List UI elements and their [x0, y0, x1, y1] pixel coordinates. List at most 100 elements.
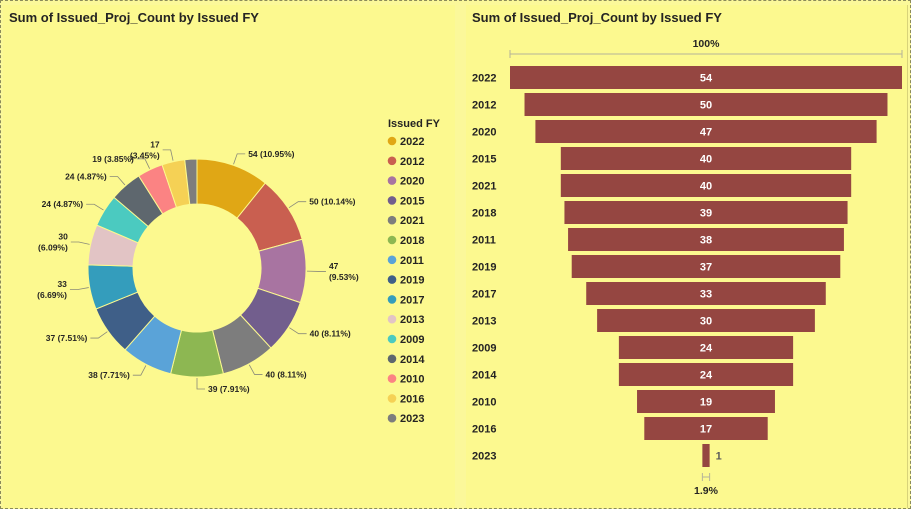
legend-marker-2021[interactable]	[387, 215, 397, 225]
legend-item-2017[interactable]: 2017	[400, 294, 424, 306]
funnel-bar-2020[interactable]	[535, 120, 877, 143]
funnel-bar-2017[interactable]	[586, 282, 826, 305]
funnel-value-label: 38	[700, 235, 712, 247]
legend-marker-2020[interactable]	[387, 176, 397, 185]
legend-marker-2012[interactable]	[387, 156, 397, 166]
funnel-category-label: 2021	[472, 181, 496, 193]
funnel-bar-2016[interactable]	[644, 417, 768, 440]
donut-chart-panel[interactable]: Sum of Issued_Proj_Count by Issued FY 54…	[3, 5, 455, 508]
legend-marker-2013[interactable]	[387, 314, 397, 324]
donut-data-label: 37 (7.51%)	[46, 333, 88, 343]
funnel-bar-2013[interactable]	[597, 309, 815, 332]
funnel-top-percent: 100%	[693, 38, 721, 50]
donut-data-label: 30	[58, 232, 68, 242]
legend-marker-2019[interactable]	[387, 275, 397, 284]
funnel-bar-2012[interactable]	[524, 93, 888, 116]
donut-leader-line	[196, 378, 205, 390]
donut-data-label: (6.09%)	[38, 243, 68, 253]
funnel-value-label: 17	[700, 424, 712, 436]
funnel-category-label: 2016	[472, 424, 496, 436]
funnel-value-label: 54	[700, 73, 713, 85]
legend-item-2019[interactable]: 2019	[400, 275, 424, 287]
funnel-bar-2022[interactable]	[510, 66, 902, 89]
legend-marker-2011[interactable]	[387, 255, 397, 265]
funnel-category-label: 2010	[472, 397, 496, 409]
legend-item-2013[interactable]: 2013	[400, 314, 424, 326]
donut-leader-line	[86, 203, 104, 211]
funnel-value-label: 37	[700, 262, 712, 274]
funnel-bar-2015[interactable]	[560, 147, 852, 170]
donut-data-label: 54 (10.95%)	[248, 149, 294, 159]
funnel-bar-2014[interactable]	[618, 363, 794, 386]
legend-item-2020[interactable]: 2020	[400, 176, 424, 188]
donut-data-label: 39 (7.91%)	[208, 384, 250, 394]
funnel-chart-title: Sum of Issued_Proj_Count by Issued FY	[472, 10, 722, 25]
legend-item-2022[interactable]: 2022	[400, 136, 424, 148]
legend-marker-2016[interactable]	[387, 394, 397, 403]
legend-marker-2018[interactable]	[387, 235, 397, 245]
funnel-value-label: 33	[700, 289, 712, 301]
legend-item-2009[interactable]: 2009	[400, 334, 424, 346]
funnel-bottom-percent: 1.9%	[694, 485, 719, 497]
donut-data-label: 24 (4.87%)	[65, 172, 107, 182]
legend-marker-2010[interactable]	[387, 374, 397, 383]
funnel-value-label: 39	[700, 208, 712, 220]
donut-leader-line	[288, 201, 307, 209]
donut-leader-line	[69, 287, 89, 290]
donut-leader-line	[233, 153, 246, 165]
legend-marker-2009[interactable]	[387, 334, 397, 344]
donut-leader-line	[162, 149, 174, 161]
funnel-category-label: 2009	[472, 343, 496, 355]
funnel-value-label: 50	[700, 100, 712, 112]
funnel-value-label: 19	[700, 397, 712, 409]
donut-leader-line	[136, 158, 150, 169]
legend-marker-2023[interactable]	[387, 413, 397, 423]
donut-leader-line	[248, 364, 263, 375]
funnel-bar-2019[interactable]	[571, 255, 841, 278]
donut-data-label: 17	[150, 139, 160, 149]
donut-data-label: (3.45%)	[130, 150, 160, 160]
funnel-chart-panel[interactable]: Sum of Issued_Proj_Count by Issued FY 10…	[466, 5, 908, 508]
legend-marker-2015[interactable]	[387, 196, 397, 205]
donut-data-label: 33	[57, 279, 67, 289]
legend-item-2016[interactable]: 2016	[400, 393, 424, 405]
legend-item-2014[interactable]: 2014	[400, 354, 425, 366]
funnel-category-label: 2018	[472, 208, 496, 220]
funnel-chart[interactable]: 100% 2022 54 2012 50 2020 47 2015 40 2021 40 2018 39…	[466, 5, 908, 508]
donut-leader-line	[70, 241, 90, 245]
legend-item-2015[interactable]: 2015	[400, 195, 424, 207]
funnel-value-label: 24	[700, 370, 713, 382]
donut-data-label: 47	[329, 261, 339, 271]
donut-chart[interactable]: 54 (10.95%) 50 (10.14%) 47(9.53%) 40 (8.11%…	[3, 5, 455, 508]
donut-chart-title: Sum of Issued_Proj_Count by Issued FY	[9, 10, 259, 25]
donut-data-label: 38 (7.71%)	[88, 370, 130, 380]
funnel-bar-2010[interactable]	[637, 390, 775, 413]
donut-data-label: 40 (8.11%)	[266, 369, 307, 379]
legend-item-2021[interactable]: 2021	[400, 215, 424, 227]
funnel-bar-2018[interactable]	[564, 201, 848, 224]
funnel-value-label: 30	[700, 316, 712, 328]
funnel-bar-2011[interactable]	[568, 228, 844, 251]
donut-leader-line	[90, 331, 108, 339]
legend-marker-2017[interactable]	[387, 295, 397, 304]
legend-item-2012[interactable]: 2012	[400, 156, 424, 168]
funnel-bar-2009[interactable]	[618, 336, 794, 359]
legend-item-2011[interactable]: 2011	[400, 255, 424, 267]
donut-leader-line	[289, 327, 307, 335]
legend-item-2010[interactable]: 2010	[400, 374, 424, 386]
funnel-value-label: 24	[700, 343, 713, 355]
donut-data-label: 40 (8.11%)	[310, 329, 351, 339]
funnel-category-label: 2012	[472, 100, 496, 112]
legend-marker-2022[interactable]	[387, 136, 397, 146]
funnel-category-label: 2011	[472, 235, 496, 247]
legend-item-2023[interactable]: 2023	[400, 413, 424, 425]
funnel-value-label: 1	[716, 451, 722, 463]
legend-title: Issued FY	[388, 118, 441, 130]
funnel-bar-2023[interactable]	[702, 444, 710, 467]
donut-slice-2023[interactable]	[184, 158, 198, 205]
funnel-category-label: 2022	[472, 73, 496, 85]
legend-marker-2014[interactable]	[387, 354, 397, 364]
donut-data-label: 19 (3.85%)	[92, 154, 134, 164]
funnel-bar-2021[interactable]	[560, 174, 852, 197]
legend-item-2018[interactable]: 2018	[400, 235, 424, 247]
